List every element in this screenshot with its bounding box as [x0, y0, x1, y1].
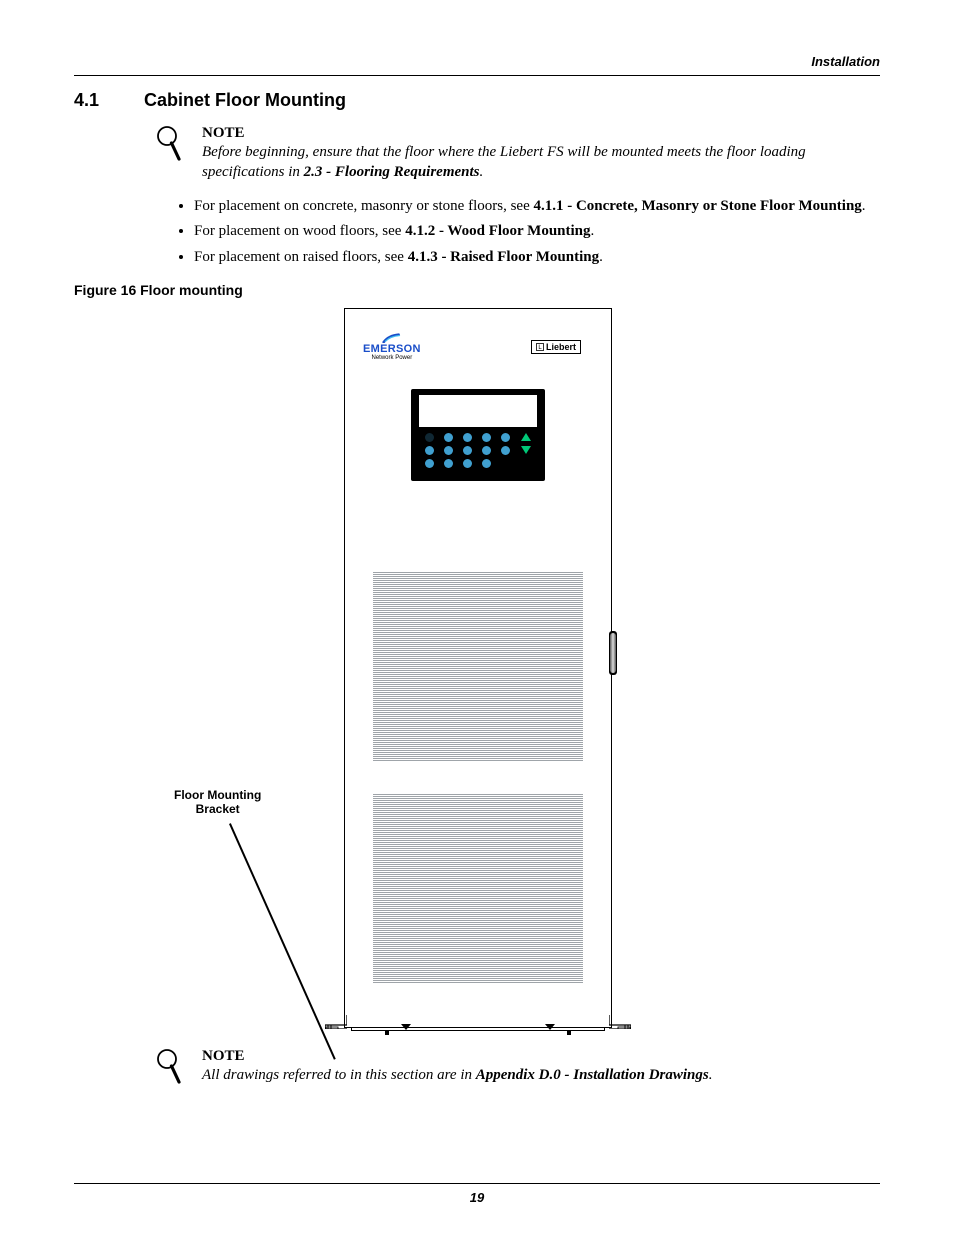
list-item: For placement on wood floors, see 4.1.2 …	[194, 220, 880, 243]
button-grid	[419, 433, 537, 468]
display-screen	[419, 395, 537, 427]
note-2-ref: Appendix D.0 - Installation Drawings	[476, 1067, 709, 1083]
page: Installation 4.1 Cabinet Floor Mounting …	[0, 0, 954, 1235]
base-bolt	[567, 1031, 571, 1035]
note-2-text: All drawings referred to in this section…	[202, 1065, 880, 1085]
callout-line-2: Bracket	[196, 802, 240, 816]
figure-caption: Figure 16 Floor mounting	[74, 282, 880, 298]
page-footer: 19	[74, 1183, 880, 1205]
emerson-subtitle: Network Power	[372, 355, 413, 361]
note-1-label: NOTE	[202, 125, 880, 142]
button-dot	[463, 433, 472, 442]
cabinet-diagram: EMERSON Network Power L Liebert	[344, 308, 612, 1028]
ventilation-grill	[373, 793, 583, 983]
note-2-post: .	[709, 1067, 713, 1083]
list-text: For placement on raised floors, see	[194, 249, 408, 265]
button-dot	[444, 433, 453, 442]
list-ref: 4.1.3 - Raised Floor Mounting	[408, 249, 599, 265]
note-2-pre: All drawings referred to in this section…	[202, 1067, 476, 1083]
note-1-post: .	[480, 164, 484, 180]
note-1-ref: 2.3 - Flooring Requirements	[304, 164, 480, 180]
emerson-name: EMERSON	[363, 343, 421, 355]
section-number: 4.1	[74, 90, 108, 111]
note-1-text: Before beginning, ensure that the floor …	[202, 142, 880, 183]
button-arrow-up	[520, 433, 531, 442]
list-post: .	[591, 223, 595, 239]
button-dot	[482, 446, 491, 455]
button-dot	[501, 446, 510, 455]
page-number: 19	[74, 1190, 880, 1205]
liebert-badge: L Liebert	[531, 340, 581, 354]
magnifier-icon	[154, 125, 184, 165]
button-dot	[425, 459, 434, 468]
footer-rule	[74, 1183, 880, 1184]
list-post: .	[862, 198, 866, 214]
button-dot	[444, 446, 453, 455]
list-text: For placement on concrete, masonry or st…	[194, 198, 533, 214]
display-panel	[411, 389, 545, 481]
emerson-logo: EMERSON Network Power	[363, 333, 421, 361]
button-dot	[425, 446, 434, 455]
note-2: NOTE All drawings referred to in this se…	[74, 1048, 880, 1088]
base-caret	[401, 1024, 411, 1030]
floor-mounting-bracket-left	[325, 1015, 347, 1029]
callout-line-1: Floor Mounting	[174, 788, 261, 802]
section-title: Cabinet Floor Mounting	[144, 90, 346, 111]
list-ref: 4.1.1 - Concrete, Masonry or Stone Floor…	[533, 198, 861, 214]
button-dot	[501, 433, 510, 442]
magnifier-icon	[154, 1048, 184, 1088]
base-bolt	[385, 1031, 389, 1035]
list-post: .	[599, 249, 603, 265]
button-dot	[482, 433, 491, 442]
section-heading: 4.1 Cabinet Floor Mounting	[74, 90, 880, 111]
floor-mounting-bracket-right	[609, 1015, 631, 1029]
list-item: For placement on raised floors, see 4.1.…	[194, 246, 880, 269]
ventilation-grill	[373, 571, 583, 761]
list-text: For placement on wood floors, see	[194, 223, 405, 239]
list-ref: 4.1.2 - Wood Floor Mounting	[405, 223, 590, 239]
callout-label: Floor Mounting Bracket	[174, 788, 261, 817]
button-dot	[463, 459, 472, 468]
bullet-list: For placement on concrete, masonry or st…	[154, 195, 880, 269]
button-dot	[482, 459, 491, 468]
note-1-pre: Before beginning, ensure that the floor …	[202, 144, 806, 180]
liebert-text: Liebert	[546, 342, 576, 352]
note-1: NOTE Before beginning, ensure that the f…	[74, 125, 880, 268]
button-dot	[425, 433, 434, 442]
cabinet-handle	[609, 631, 617, 675]
button-dot	[463, 446, 472, 455]
emerson-swoosh-icon	[382, 333, 402, 343]
note-2-label: NOTE	[202, 1048, 880, 1065]
button-arrow-down	[520, 446, 531, 455]
running-header: Installation	[74, 54, 880, 69]
figure: Floor Mounting Bracket EMERSON Network P…	[74, 308, 880, 1048]
list-item: For placement on concrete, masonry or st…	[194, 195, 880, 218]
callout-leader	[229, 823, 335, 1059]
liebert-mark-icon: L	[536, 343, 544, 351]
base-caret	[545, 1024, 555, 1030]
brand-row: EMERSON Network Power L Liebert	[345, 333, 611, 361]
top-rule	[74, 75, 880, 76]
button-dot	[444, 459, 453, 468]
